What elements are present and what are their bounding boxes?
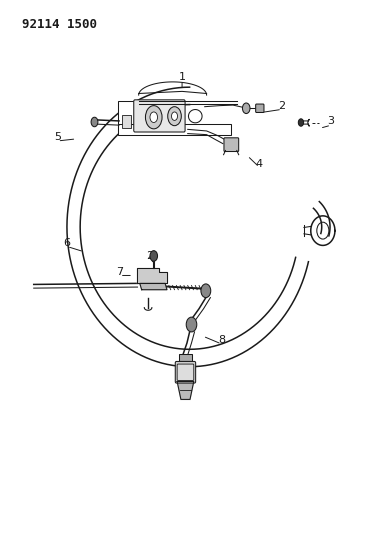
Circle shape [298,119,304,126]
Bar [118,101,139,132]
Circle shape [242,103,250,114]
Circle shape [201,284,211,297]
Circle shape [186,317,197,332]
Text: 6: 6 [64,238,70,248]
Text: 3: 3 [327,116,335,126]
Circle shape [91,117,98,127]
Text: 8: 8 [218,335,225,345]
Circle shape [150,112,157,123]
FancyBboxPatch shape [175,361,196,383]
FancyBboxPatch shape [256,104,264,112]
Circle shape [172,112,178,120]
Text: 92114 1500: 92114 1500 [22,18,97,30]
Polygon shape [137,268,167,284]
Bar [122,115,131,128]
Bar [178,353,192,364]
Polygon shape [140,284,167,290]
FancyBboxPatch shape [177,364,194,381]
Text: 5: 5 [54,132,61,142]
Text: 4: 4 [256,159,263,168]
Circle shape [146,106,162,129]
Text: 1: 1 [178,71,186,82]
Circle shape [150,251,157,261]
Text: 2: 2 [278,101,286,111]
Bar [118,124,231,135]
Circle shape [168,107,181,126]
FancyBboxPatch shape [134,100,185,132]
Circle shape [317,222,329,239]
Text: 7: 7 [116,267,123,277]
Text: 2: 2 [146,251,154,261]
FancyBboxPatch shape [224,138,239,151]
Polygon shape [177,382,194,399]
